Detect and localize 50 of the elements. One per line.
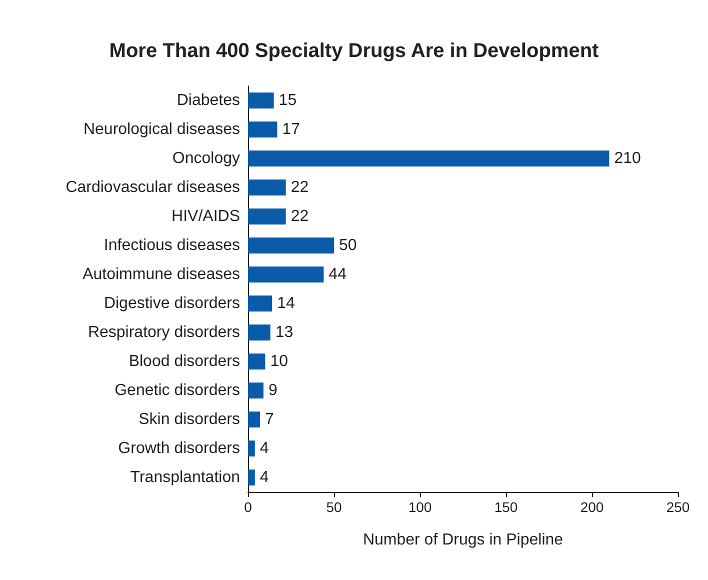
bar <box>248 296 272 312</box>
bar <box>248 266 324 282</box>
x-tick-label: 250 <box>666 499 690 515</box>
data-label: 15 <box>278 92 297 109</box>
y-tick-label: Blood disorders <box>128 353 240 370</box>
bar <box>248 354 266 370</box>
x-tick-label: 150 <box>494 499 518 515</box>
data-label: 22 <box>290 208 309 225</box>
x-axis-title: Number of Drugs in Pipeline <box>362 532 564 548</box>
bar <box>248 150 610 166</box>
bar <box>248 208 286 224</box>
data-label: 22 <box>290 179 309 196</box>
y-tick-label: Transplantation <box>130 469 240 486</box>
data-label: 14 <box>277 295 295 312</box>
y-tick-label: Diabetes <box>176 92 240 109</box>
x-tick-label: 200 <box>580 499 604 515</box>
bar <box>248 324 270 340</box>
y-tick-label: Infectious diseases <box>104 237 240 254</box>
data-label: 7 <box>265 411 274 428</box>
y-tick-label: Cardiovascular diseases <box>66 179 240 196</box>
y-tick-label: Respiratory disorders <box>88 324 240 341</box>
bar <box>248 122 278 138</box>
y-tick-label: Neurological diseases <box>83 121 240 138</box>
chart-title: More Than 400 Specialty Drugs Are in Development <box>109 40 600 62</box>
bar <box>248 412 260 428</box>
data-label: 17 <box>282 121 300 138</box>
bar <box>248 440 255 456</box>
data-label: 4 <box>260 469 269 486</box>
data-label: 9 <box>268 382 278 399</box>
bar <box>248 92 274 108</box>
bar <box>248 238 334 254</box>
y-tick-label: Oncology <box>172 150 240 167</box>
data-label: 44 <box>328 266 347 283</box>
y-tick-label: HIV/AIDS <box>172 208 240 225</box>
data-label: 210 <box>614 150 641 167</box>
data-label: 10 <box>270 353 288 370</box>
x-tick-label: 0 <box>244 499 252 515</box>
bar <box>248 470 255 486</box>
y-tick-label: Autoimmune diseases <box>82 266 240 283</box>
data-label: 4 <box>260 440 269 457</box>
x-tick-label: 50 <box>326 499 342 515</box>
y-tick-label: Growth disorders <box>118 440 240 457</box>
bar <box>248 382 264 398</box>
x-tick-label: 100 <box>408 499 432 515</box>
y-tick-label: Genetic disorders <box>114 382 240 399</box>
data-label: 13 <box>275 324 294 341</box>
data-label: 50 <box>339 237 357 254</box>
bar <box>248 180 286 196</box>
y-tick-label: Skin disorders <box>138 411 240 428</box>
y-tick-label: Digestive disorders <box>104 295 240 312</box>
